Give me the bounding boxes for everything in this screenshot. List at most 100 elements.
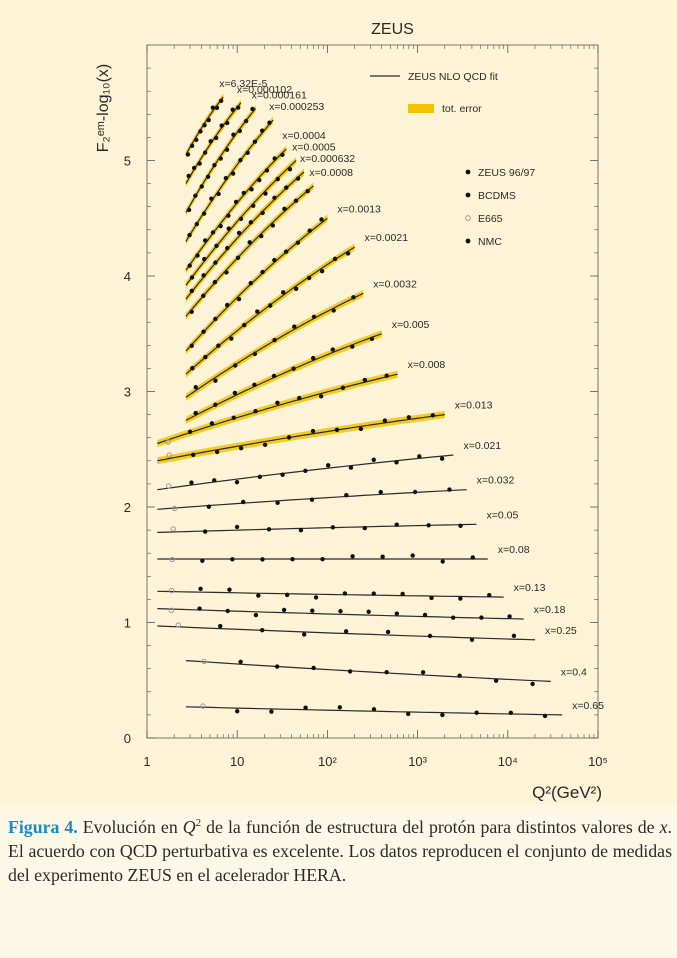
data-point — [206, 117, 211, 123]
data-point — [384, 669, 389, 675]
data-point — [458, 523, 463, 529]
x-tick-label: 10 — [230, 754, 244, 769]
series-label: x=0.0032 — [373, 278, 417, 290]
series-label: x=0.0013 — [337, 203, 381, 215]
error-band — [185, 289, 364, 401]
x-tick-label: 10⁵ — [588, 754, 608, 769]
data-point — [275, 176, 280, 182]
data-point — [229, 336, 234, 341]
fit-curve — [185, 148, 287, 271]
data-point — [270, 223, 276, 228]
chart-panel: ZEUS 1 10 10² 10³ 10⁴ 10⁵ 0 1 2 3 4 5 Q²(GeV²) F₂ᵉᵐ-lo… — [0, 0, 677, 805]
fit-curve — [185, 333, 382, 421]
data-point — [260, 269, 265, 275]
data-point — [189, 288, 195, 293]
data-point — [440, 559, 445, 564]
data-point — [342, 591, 348, 596]
data-point — [275, 500, 280, 506]
data-point — [451, 615, 456, 620]
data-point — [281, 290, 286, 295]
data-point — [350, 554, 355, 559]
data-point — [255, 309, 260, 314]
series-label: x=0.008 — [408, 359, 446, 371]
data-point — [319, 217, 324, 222]
data-point — [224, 270, 229, 275]
data-point — [371, 457, 376, 462]
data-point — [309, 497, 315, 502]
fit-curve — [157, 523, 477, 533]
data-point — [243, 118, 249, 124]
data-point — [165, 439, 171, 445]
data-point — [508, 710, 514, 715]
data-point — [259, 233, 264, 239]
data-point — [193, 193, 198, 198]
data-point — [264, 168, 270, 173]
data-point — [260, 210, 265, 216]
data-point — [238, 445, 244, 451]
data-point — [249, 187, 254, 192]
data-point — [214, 243, 219, 249]
data-point — [250, 106, 255, 112]
data-point — [307, 228, 312, 233]
data-point — [295, 240, 301, 245]
data-point — [226, 226, 231, 231]
legend-label: BCDMS — [478, 190, 516, 202]
data-point — [358, 426, 364, 432]
data-point — [225, 245, 230, 251]
data-point — [251, 203, 256, 209]
data-point — [198, 586, 203, 591]
data-point — [474, 710, 479, 715]
data-point — [280, 472, 285, 477]
data-point — [282, 206, 287, 212]
data-point — [213, 135, 219, 141]
data-point — [337, 705, 343, 710]
data-point — [203, 354, 208, 360]
data-point — [201, 211, 207, 216]
data-point — [292, 324, 297, 329]
data-point — [262, 442, 268, 448]
data-point — [186, 207, 192, 213]
data-point — [202, 256, 207, 262]
data-point — [427, 633, 433, 639]
data-point — [201, 658, 207, 665]
series-label: x=0.0021 — [365, 232, 409, 244]
data-point — [332, 256, 338, 262]
fit-curve — [185, 119, 274, 242]
data-point — [252, 139, 258, 144]
data-point — [191, 452, 196, 457]
data-point — [362, 377, 368, 383]
data-point — [284, 185, 289, 190]
data-point — [385, 629, 391, 635]
data-point — [331, 308, 336, 313]
data-point — [210, 105, 216, 110]
data-point — [426, 523, 431, 528]
data-point — [189, 309, 194, 314]
x-tick-label: 10² — [318, 754, 337, 769]
data-point — [238, 216, 244, 222]
data-point — [231, 415, 236, 421]
legend-label: ZEUS 96/97 — [478, 167, 535, 179]
data-point — [268, 303, 273, 308]
data-point — [303, 468, 308, 474]
error-band — [157, 370, 398, 447]
data-point — [189, 143, 195, 149]
data-point — [198, 129, 203, 134]
data-point — [347, 669, 353, 674]
series-label: x=0.65 — [572, 700, 604, 712]
data-point — [310, 355, 316, 361]
data-point — [301, 632, 307, 637]
data-point — [214, 449, 220, 455]
data-point — [351, 295, 356, 300]
data-point — [189, 480, 194, 485]
series-label: x=0.4 — [561, 666, 587, 678]
y-tick-label: 1 — [124, 616, 131, 631]
data-point — [287, 167, 293, 172]
data-point — [208, 139, 213, 144]
data-point — [205, 174, 211, 179]
fit-curve — [185, 108, 257, 213]
data-point — [330, 525, 336, 530]
data-point — [487, 592, 492, 598]
data-point — [530, 681, 535, 687]
data-point — [291, 366, 296, 371]
data-point — [232, 363, 238, 368]
